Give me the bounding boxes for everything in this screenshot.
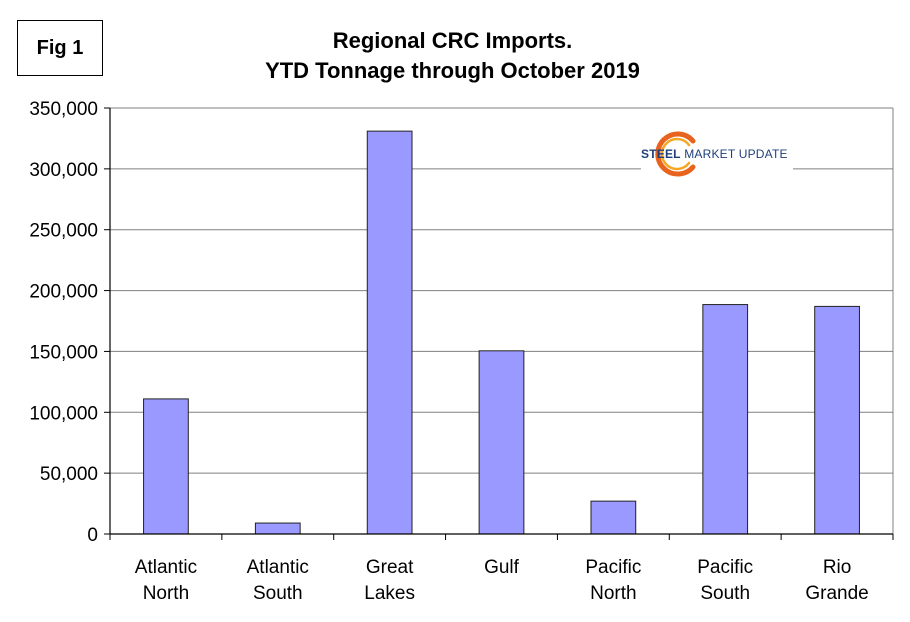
x-category-label: Great Lakes [364,557,415,604]
chart-title: Regional CRC Imports. YTD Tonnage throug… [200,26,705,86]
grid-lines [110,107,894,534]
x-category-labels: Atlantic North Atlantic South Great Lakes Gulf… [135,557,869,604]
chart-title-line-2: YTD Tonnage through October 2019 [265,58,640,83]
y-tick-label: 150,000 [29,342,98,363]
y-tick-label: 300,000 [29,160,98,181]
x-category-label: Pacific North [585,557,641,604]
bar [814,305,860,535]
chart-title-line-1: Regional CRC Imports. [332,28,573,53]
steel-market-update-logo: STEEL MARKET UPDATE [641,130,793,180]
bar [478,350,525,535]
x-category-label: Pacific South [697,557,753,604]
logo-swoosh-icon [655,131,696,177]
y-tick-label: 350,000 [29,99,98,120]
x-category-label: Gulf [484,557,520,578]
logo-text-bold: STEEL [641,147,681,161]
figure-label: Fig 1 [17,20,103,76]
bar [702,304,749,535]
x-category-label: Atlantic South [247,557,309,604]
bar [254,522,301,535]
bar [366,130,413,535]
x-category-label: Atlantic North [135,557,197,604]
y-tick-label: 0 [87,525,98,546]
figure-label-text: Fig 1 [36,36,84,59]
logo-text: STEEL MARKET UPDATE [641,147,788,161]
bar [143,398,189,535]
y-tick-label: 250,000 [29,221,98,242]
bar [590,500,637,535]
y-tick-label: 100,000 [29,403,98,424]
axes [104,107,894,540]
x-category-label: Rio Grande [805,557,868,604]
y-tick-label: 50,000 [40,464,98,485]
y-tick-labels: 0 50,000 100,000 150,000 200,000 250,000 300,0… [29,99,98,546]
bars [143,130,860,535]
y-tick-label: 200,000 [29,282,98,303]
logo-text-rest: MARKET UPDATE [680,147,788,161]
